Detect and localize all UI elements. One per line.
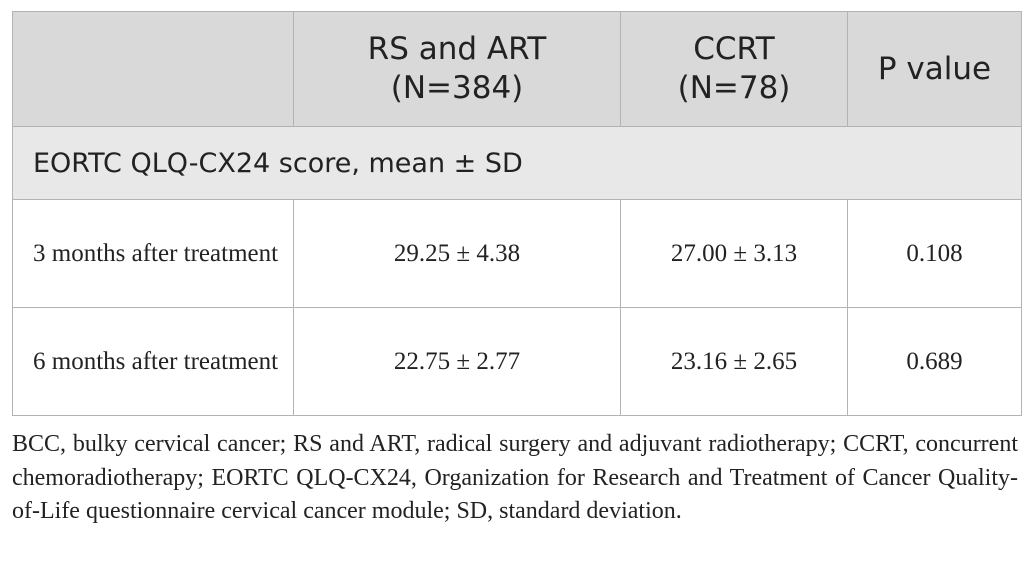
header-p-value-label: P value <box>877 50 992 87</box>
cell-p-value: 0.108 <box>847 199 1022 308</box>
table-row: 6 months after treatment 22.75 ± 2.77 23… <box>12 307 1022 416</box>
cell-rs-art: 29.25 ± 4.38 <box>293 199 621 308</box>
header-p-value: P value <box>847 11 1022 127</box>
section-row: EORTC QLQ-CX24 score, mean ± SD <box>12 126 1022 200</box>
row-label: 6 months after treatment <box>12 307 294 416</box>
header-ccrt: CCRT (N=78) <box>620 11 848 127</box>
header-rs-art: RS and ART (N=384) <box>293 11 621 127</box>
header-row: RS and ART (N=384) CCRT (N=78) P value <box>12 11 1022 127</box>
header-empty-cell <box>12 11 294 127</box>
table-row: 3 months after treatment 29.25 ± 4.38 27… <box>12 199 1022 308</box>
cell-ccrt: 23.16 ± 2.65 <box>620 307 848 416</box>
header-ccrt-line1: CCRT <box>693 31 775 67</box>
results-table: RS and ART (N=384) CCRT (N=78) P value E… <box>12 11 1022 416</box>
header-ccrt-line2: (N=78) <box>677 70 791 106</box>
cell-rs-art: 22.75 ± 2.77 <box>293 307 621 416</box>
cell-p-value: 0.689 <box>847 307 1022 416</box>
section-label: EORTC QLQ-CX24 score, mean ± SD <box>12 126 1022 200</box>
cell-ccrt: 27.00 ± 3.13 <box>620 199 848 308</box>
header-rs-art-line2: (N=384) <box>390 70 524 106</box>
table-footnote: BCC, bulky cervical cancer; RS and ART, … <box>12 431 1018 524</box>
header-rs-art-line1: RS and ART <box>367 31 547 67</box>
row-label: 3 months after treatment <box>12 199 294 308</box>
